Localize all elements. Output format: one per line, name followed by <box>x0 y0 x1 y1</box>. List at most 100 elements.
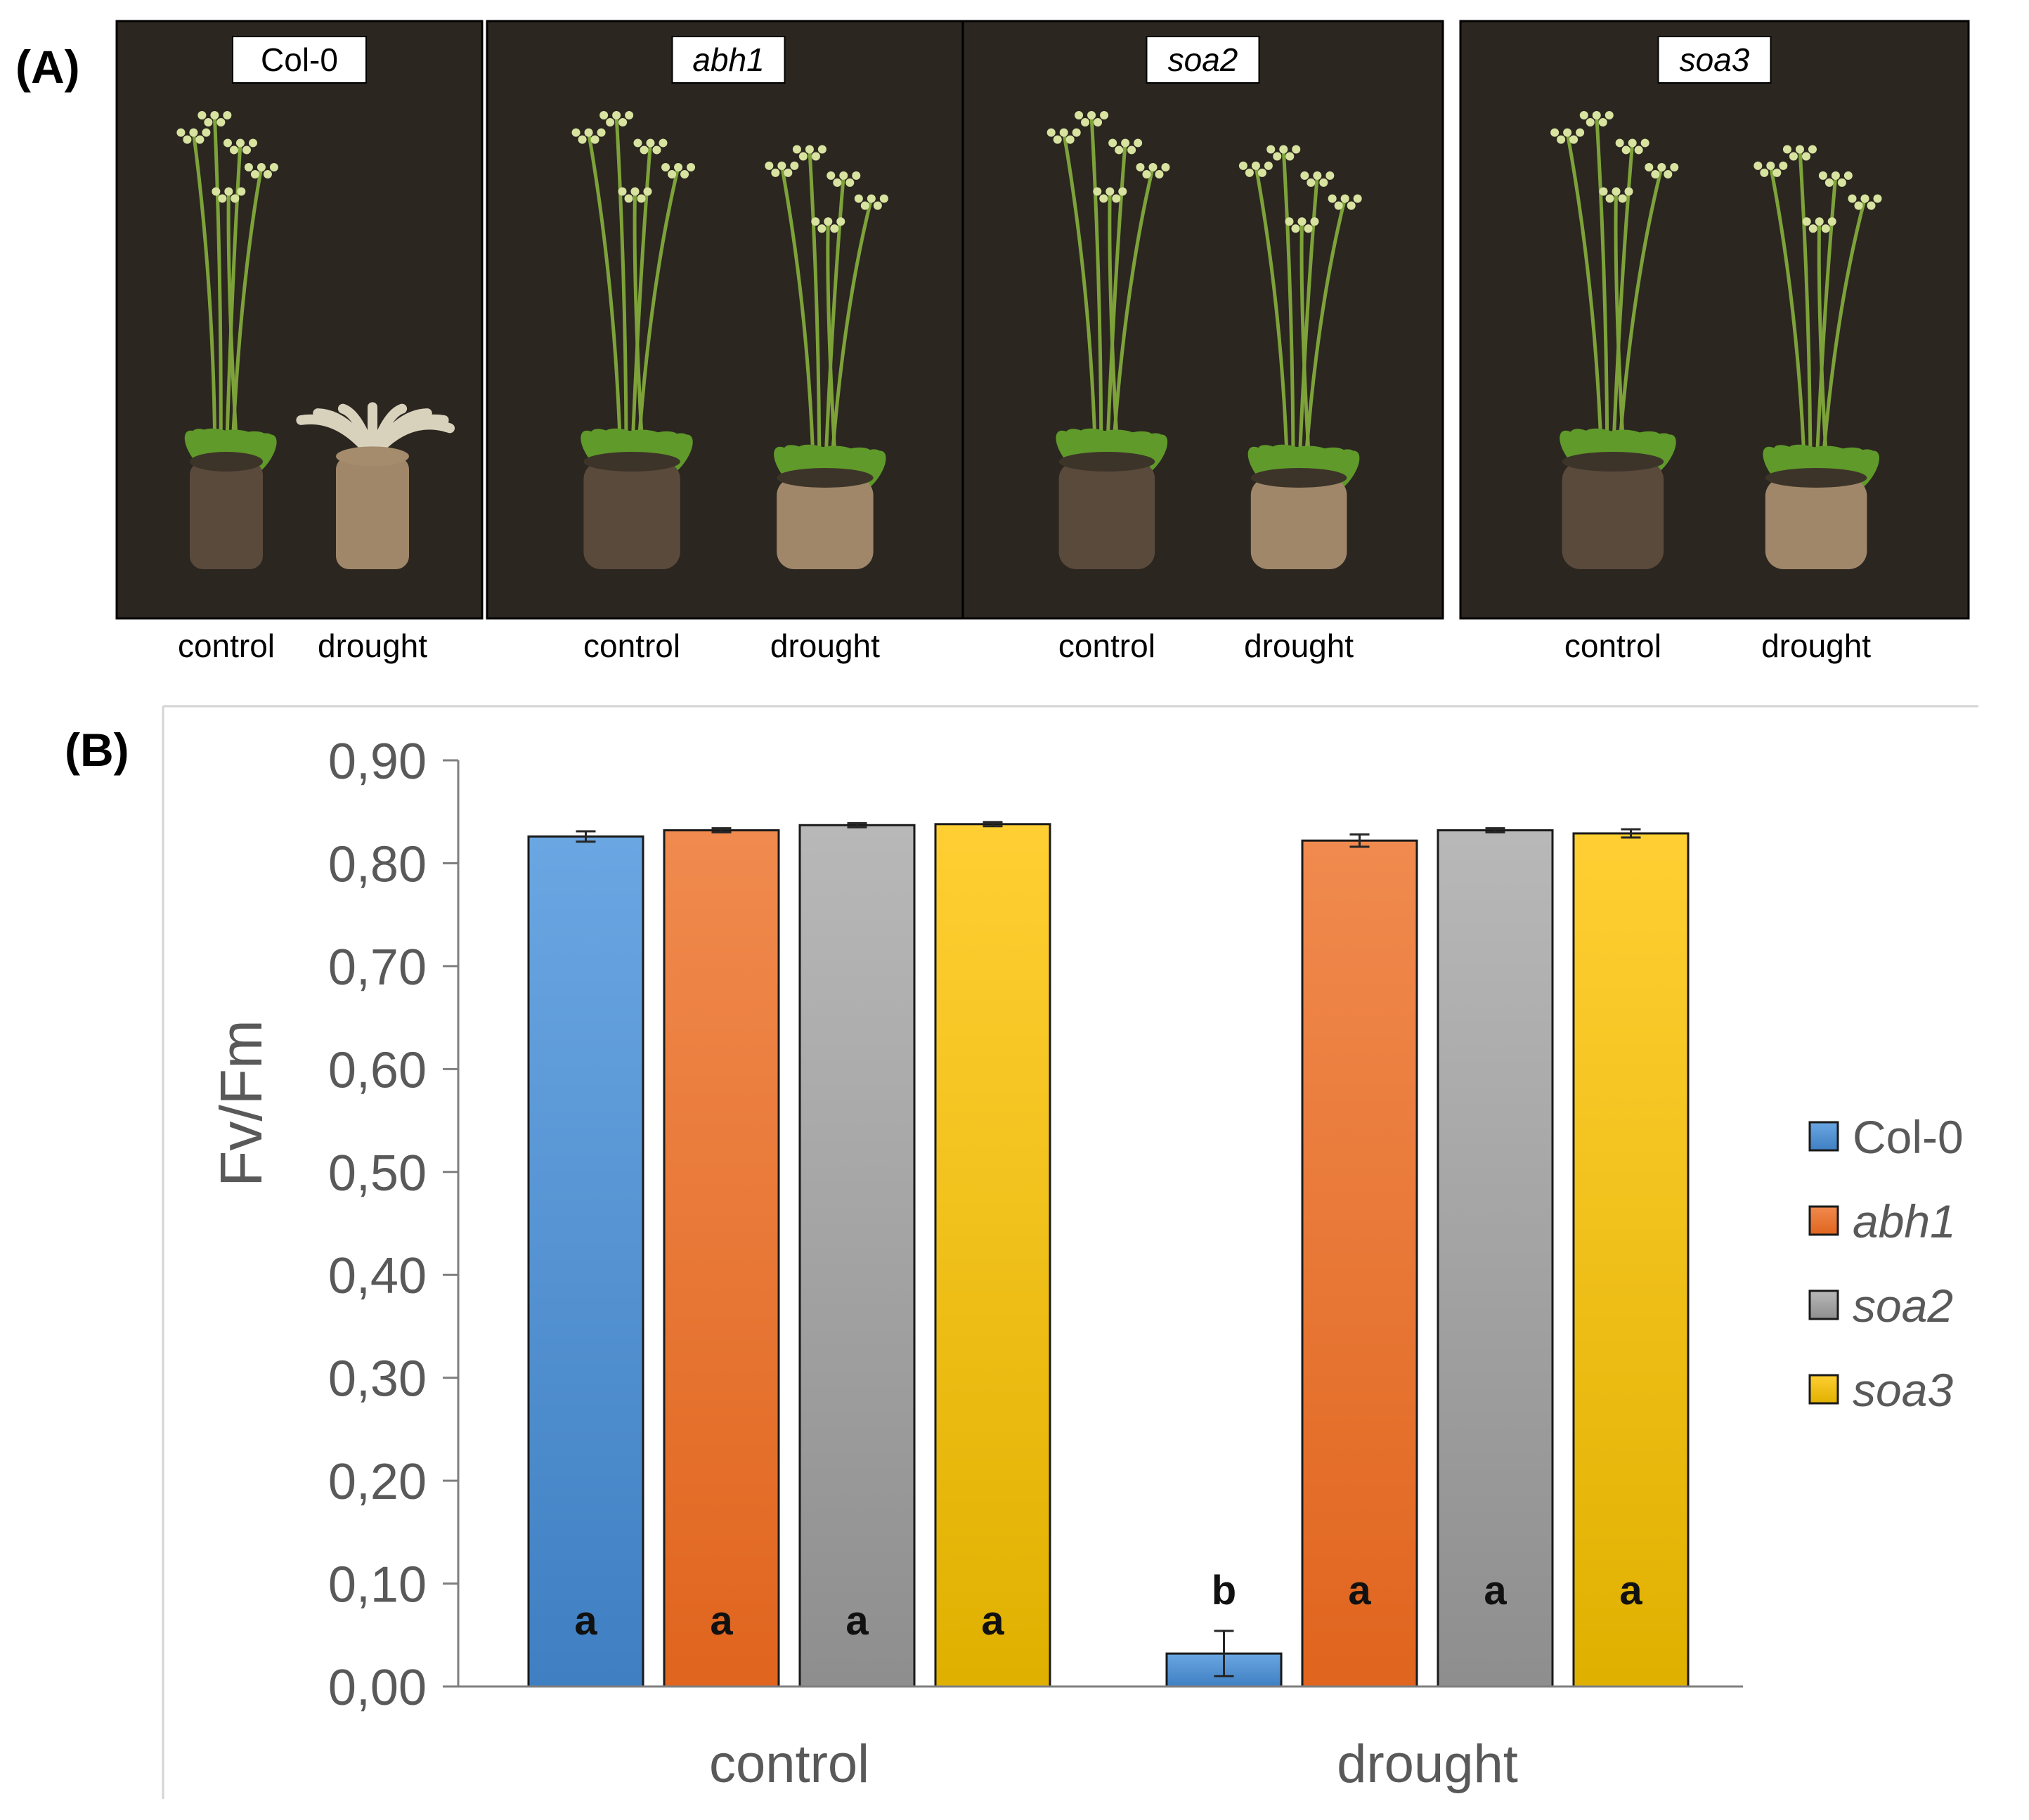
plant-flower <box>624 194 633 203</box>
plant-flower <box>1789 152 1798 161</box>
pot-top <box>777 467 874 488</box>
bars: a a a ab a a a <box>527 821 1690 1688</box>
bar-col-0-control <box>527 835 644 1688</box>
y-axis: 0,00 0,10 0,20 0,30 0,40 0,50 0,60 0,70 0,80 0,90 <box>328 734 460 1716</box>
plant-flower <box>1621 145 1631 155</box>
plant-flower <box>1238 161 1247 170</box>
plant-stem <box>1062 132 1098 462</box>
plant-stem <box>823 175 845 479</box>
plant-flower <box>1313 171 1322 180</box>
plant-flower <box>852 171 861 180</box>
plant-flower <box>1142 169 1151 178</box>
plant-flower <box>1266 145 1276 154</box>
plant-flower <box>1134 138 1143 148</box>
plant-stem <box>630 143 652 462</box>
plant-flower <box>1046 128 1056 137</box>
plant-flower <box>1340 194 1349 203</box>
plant-flower <box>1808 224 1817 233</box>
plant-flower <box>1837 178 1846 187</box>
plant-flower <box>1273 152 1282 161</box>
plant-stem <box>1595 115 1609 462</box>
plant-flower <box>1148 162 1158 171</box>
photo-frame <box>1459 20 1970 620</box>
peat-pot <box>1562 462 1664 569</box>
plant-flower <box>1285 217 1294 226</box>
plant-flower <box>1319 178 1328 187</box>
y-tick-label: 0,70 <box>328 940 427 996</box>
plant-stem <box>226 191 240 462</box>
plant-flower <box>1251 161 1260 170</box>
plant-flower <box>817 145 826 154</box>
plant-flower <box>578 135 587 144</box>
plant-flower <box>826 171 836 180</box>
plant-flower <box>811 217 820 226</box>
plant-flower <box>1782 145 1791 154</box>
plant-flower <box>790 161 799 170</box>
genotype-label-box <box>1146 36 1260 84</box>
legend-label-soa3: soa3 <box>1853 1364 1953 1416</box>
plant-flower <box>599 111 609 119</box>
pot-top <box>1058 452 1155 472</box>
plant-flower <box>625 111 634 119</box>
plant-flower <box>1118 187 1127 196</box>
plant-flower <box>1640 138 1649 148</box>
plant-flower <box>1155 169 1164 178</box>
x-axis: control drought <box>458 1685 1743 1794</box>
plant-flower <box>269 162 278 171</box>
plant-stem <box>1814 175 1838 479</box>
plant-flower <box>777 161 786 170</box>
plant-flower <box>1848 194 1857 203</box>
condition-label-control: control <box>583 628 680 664</box>
plant-stem <box>1105 143 1127 462</box>
plant-flower <box>1334 201 1343 210</box>
y-tick-label: 0,90 <box>328 734 427 790</box>
panel-b-label: (B) <box>65 724 129 776</box>
genotype-label-box <box>1657 36 1772 84</box>
plant-flower <box>248 138 257 148</box>
significance-letter: a <box>1348 1568 1371 1613</box>
pot-top <box>1562 452 1664 472</box>
plant-flower <box>1094 118 1103 126</box>
pot-top <box>336 446 409 467</box>
plant-flower <box>860 201 869 210</box>
y-tick-label: 0,40 <box>328 1248 427 1304</box>
plant-flower <box>1065 135 1075 144</box>
plant-flower <box>1664 169 1673 178</box>
plant-flower <box>637 194 646 203</box>
plant-flower <box>1760 168 1769 177</box>
plant-flower <box>1801 152 1810 161</box>
plant-flower <box>668 169 677 178</box>
significance-letter: a <box>845 1598 869 1644</box>
plant-flower <box>805 145 814 154</box>
peat-pot <box>336 456 409 569</box>
control-plant <box>1550 111 1679 569</box>
plant-flower <box>1087 111 1096 119</box>
plant-flower <box>1624 187 1633 196</box>
photo-frame <box>486 20 971 620</box>
plant-flower <box>845 178 855 187</box>
plant-stem <box>587 132 623 462</box>
plant-flower <box>1569 135 1579 144</box>
plant-flower <box>1802 217 1811 226</box>
plant-flower <box>1279 145 1288 154</box>
plant-flower <box>1657 162 1666 171</box>
genotype-label-box <box>232 36 367 84</box>
plant-flower <box>224 187 233 196</box>
plant-stem <box>1254 165 1290 479</box>
bar-abh1-control <box>663 829 780 1688</box>
plant-flower <box>606 118 615 126</box>
legend-label-soa2: soa2 <box>1853 1280 1953 1332</box>
photo-col-0: Col-0 control drought <box>115 20 484 664</box>
plant-flower <box>218 194 227 203</box>
plant-flower <box>633 138 642 148</box>
plant-flower <box>1615 138 1624 148</box>
plant-flower <box>189 128 198 137</box>
condition-label-control: control <box>1058 628 1155 664</box>
plant-flower <box>1808 145 1817 154</box>
drought-plant <box>1238 145 1362 569</box>
significance-letter: a <box>710 1598 733 1644</box>
y-tick-label: 0,60 <box>328 1042 427 1098</box>
plant-flower <box>1670 162 1679 171</box>
plant-flower <box>1112 194 1121 203</box>
